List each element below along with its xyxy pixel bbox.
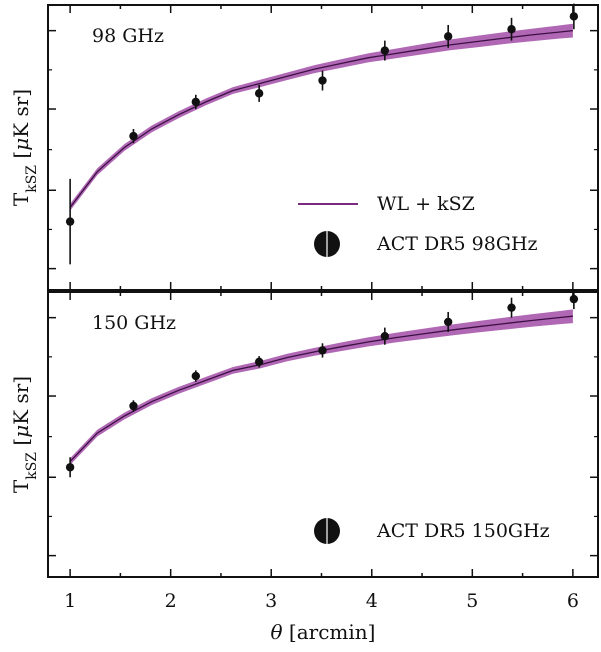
legend-label: ACT DR5 98GHz [376, 233, 538, 255]
x-axis-label: θ [arcmin] [271, 620, 376, 644]
data-point [191, 97, 201, 107]
data-point [129, 131, 138, 141]
data-point [507, 303, 516, 312]
plot-frame [47, 291, 599, 578]
panel-title: 98 GHz [92, 25, 164, 47]
data-point [318, 76, 327, 85]
data-point [443, 32, 453, 41]
panel-title: 150 GHz [92, 312, 176, 334]
panel-150ghz: 150 GHz TkSZ [μK sr] ACT DR5 150GHz 1 2 3 4 5 6 θ… [9, 289, 599, 644]
data-point [65, 463, 75, 472]
data-point [318, 346, 327, 355]
x-tick-label: 3 [265, 590, 277, 612]
data-point [569, 12, 579, 21]
data-point [129, 401, 138, 411]
data-point [191, 371, 201, 381]
panel-98ghz: 98 GHz TkSZ [μK sr] WL + kSZ ACT DR5 98GHz [9, 3, 599, 291]
data-point [380, 331, 390, 341]
data-point [569, 294, 579, 304]
model-band [70, 23, 573, 211]
x-tick-label: 1 [64, 590, 76, 612]
x-tick-label: 2 [165, 590, 177, 612]
data-point [254, 89, 264, 98]
model-line [69, 29, 573, 208]
data-point [254, 357, 264, 367]
y-axis-label: TkSZ [μK sr] [9, 376, 40, 493]
model-line [69, 315, 573, 463]
x-tick-label: 5 [466, 590, 478, 612]
x-tick-label: 4 [366, 590, 378, 612]
data-point [443, 317, 453, 327]
data-point [507, 25, 516, 34]
model-band [70, 309, 573, 465]
y-axis-label: TkSZ [μK sr] [9, 89, 40, 206]
legend-label: ACT DR5 150GHz [376, 520, 550, 542]
x-tick-label: 6 [567, 590, 579, 612]
plot-frame [47, 4, 599, 291]
data-point [65, 217, 75, 226]
data-point [380, 46, 390, 55]
legend-label: WL + kSZ [377, 193, 475, 215]
